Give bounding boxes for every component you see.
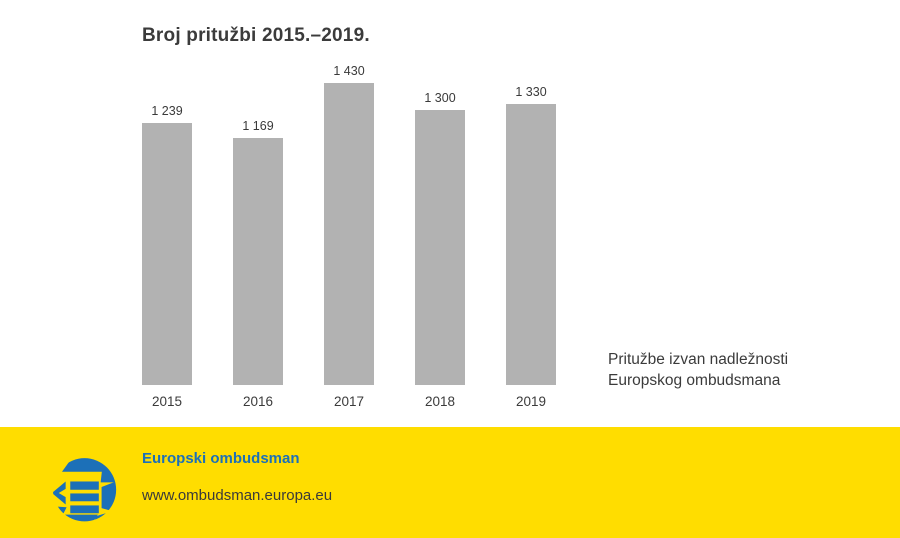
chart-annotation: Pritužbe izvan nadležnosti Europskog omb… (608, 349, 788, 391)
bar-column: 1 300 2018 (415, 91, 465, 411)
x-axis-label: 2016 (242, 394, 274, 409)
bar-value-label: 1 169 (242, 119, 274, 133)
chart-annotation-line2: Europskog ombudsmana (608, 372, 781, 389)
bar-column: 1 430 2017 (324, 64, 374, 411)
bar-column: 1 169 2016 (233, 119, 283, 411)
x-axis-label: 2018 (424, 394, 456, 409)
x-axis-label: 2017 (333, 394, 365, 409)
chart-bar (506, 104, 556, 385)
chart-bar (415, 110, 465, 385)
footer-org-name: Europski ombudsman (142, 450, 300, 467)
bar-column: 1 330 2019 (506, 85, 556, 411)
european-ombudsman-logo-icon (52, 458, 117, 522)
bar-column: 1 239 2015 (142, 104, 192, 411)
bar-value-label: 1 430 (333, 64, 365, 78)
x-axis-label: 2015 (151, 394, 183, 409)
bar-value-label: 1 330 (515, 85, 547, 99)
footer-url: www.ombudsman.europa.eu (142, 487, 333, 504)
bar-value-label: 1 239 (151, 104, 183, 118)
chart-bar (142, 123, 192, 385)
x-axis-label: 2019 (515, 394, 547, 409)
chart-bar (324, 83, 374, 385)
bar-chart: 1 239 2015 1 169 2016 1 430 2017 1 300 2018 1 33… (142, 64, 556, 411)
bar-value-label: 1 300 (424, 91, 456, 105)
chart-title: Broj pritužbi 2015.–2019. (142, 25, 370, 46)
chart-annotation-line1: Pritužbe izvan nadležnosti (608, 351, 789, 368)
chart-bar (233, 138, 283, 385)
footer-banner: Europski ombudsman www.ombudsman.europa.… (0, 427, 900, 538)
